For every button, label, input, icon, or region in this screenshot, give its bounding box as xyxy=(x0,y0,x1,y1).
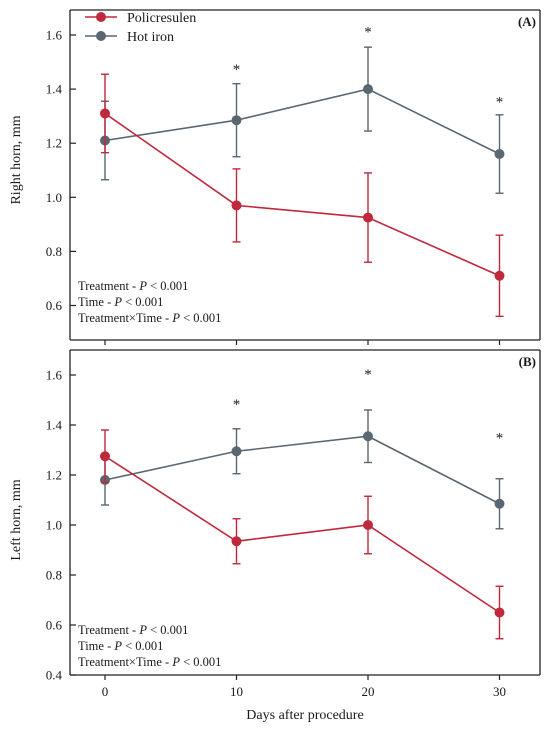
legend-entry: Hot iron xyxy=(127,30,174,45)
y-tick-label: 0.6 xyxy=(46,298,63,313)
y-tick-label: 1.4 xyxy=(46,418,63,433)
stats-line: Time - P < 0.001 xyxy=(78,639,163,653)
y-tick-label: 0.6 xyxy=(46,618,63,633)
data-point xyxy=(231,536,242,547)
data-point xyxy=(494,607,505,618)
significance-star: * xyxy=(233,62,241,78)
y-tick-label: 1.0 xyxy=(46,190,62,205)
series-policresulen xyxy=(100,429,505,640)
series-line xyxy=(104,112,500,277)
y-tick-label: 0.8 xyxy=(46,568,62,583)
x-axis-label: Days after procedure xyxy=(246,708,363,723)
y-tick-label: 1.0 xyxy=(46,518,62,533)
y-tick-label: 1.2 xyxy=(46,136,62,151)
series-line xyxy=(104,435,500,505)
data-point xyxy=(363,431,373,442)
y-axis-label: Right horn, mm xyxy=(9,115,24,204)
significance-star: * xyxy=(496,95,504,111)
legend-swatch-dot xyxy=(96,12,106,22)
data-point xyxy=(231,446,242,457)
panel-a: 0.6 0.8 1.0 1.2 1.4 1.6 Right horn, mm (A) * * * Tr… xyxy=(9,9,541,345)
data-point xyxy=(100,108,110,119)
stats-line: Treatment - P < 0.001 xyxy=(78,279,188,293)
data-point xyxy=(231,115,242,126)
y-tick-label: 1.6 xyxy=(46,28,63,43)
series-line xyxy=(104,455,500,614)
significance-star: * xyxy=(233,397,241,413)
panel-letter: (B) xyxy=(519,354,536,369)
y-axis-label: Left horn, mm xyxy=(9,479,24,560)
legend-entry: Policresulen xyxy=(127,11,196,26)
x-tick-label: 30 xyxy=(493,684,506,699)
x-tick-label: 10 xyxy=(230,684,243,699)
legend: Policresulen Hot iron xyxy=(85,11,196,45)
stats-line: Treatment×Time - P < 0.001 xyxy=(78,311,221,325)
y-tick-label: 1.4 xyxy=(46,82,63,97)
y-tick-label: 1.6 xyxy=(46,368,63,383)
data-point xyxy=(100,451,110,462)
significance-star: * xyxy=(364,24,372,40)
data-point xyxy=(363,212,373,223)
data-point xyxy=(494,149,505,160)
series-policresulen xyxy=(100,73,505,318)
stats-line: Treatment×Time - P < 0.001 xyxy=(78,655,221,669)
y-tick-label: 0.8 xyxy=(46,244,62,259)
legend-swatch-dot xyxy=(96,31,106,41)
stats-line: Time - P < 0.001 xyxy=(78,295,163,309)
data-point xyxy=(494,498,505,509)
significance-star: * xyxy=(496,431,504,447)
data-point xyxy=(231,200,242,211)
x-tick-label: 20 xyxy=(362,684,375,699)
data-point xyxy=(363,520,373,530)
panel-b: 0.4 0.6 0.8 1.0 1.2 1.4 1.6 0 10 20 30 Left horn, m… xyxy=(9,349,541,723)
x-tick-label: 0 xyxy=(102,684,109,699)
data-point xyxy=(363,84,373,95)
series-line xyxy=(104,88,500,155)
series-hot-iron xyxy=(100,46,505,194)
series-hot-iron xyxy=(100,409,505,530)
y-tick-label: 1.2 xyxy=(46,468,62,483)
y-tick-label: 0.4 xyxy=(46,668,63,683)
stats-line: Treatment - P < 0.001 xyxy=(78,623,188,637)
significance-star: * xyxy=(364,367,372,383)
panel-letter: (A) xyxy=(518,14,536,29)
data-point xyxy=(494,270,505,281)
